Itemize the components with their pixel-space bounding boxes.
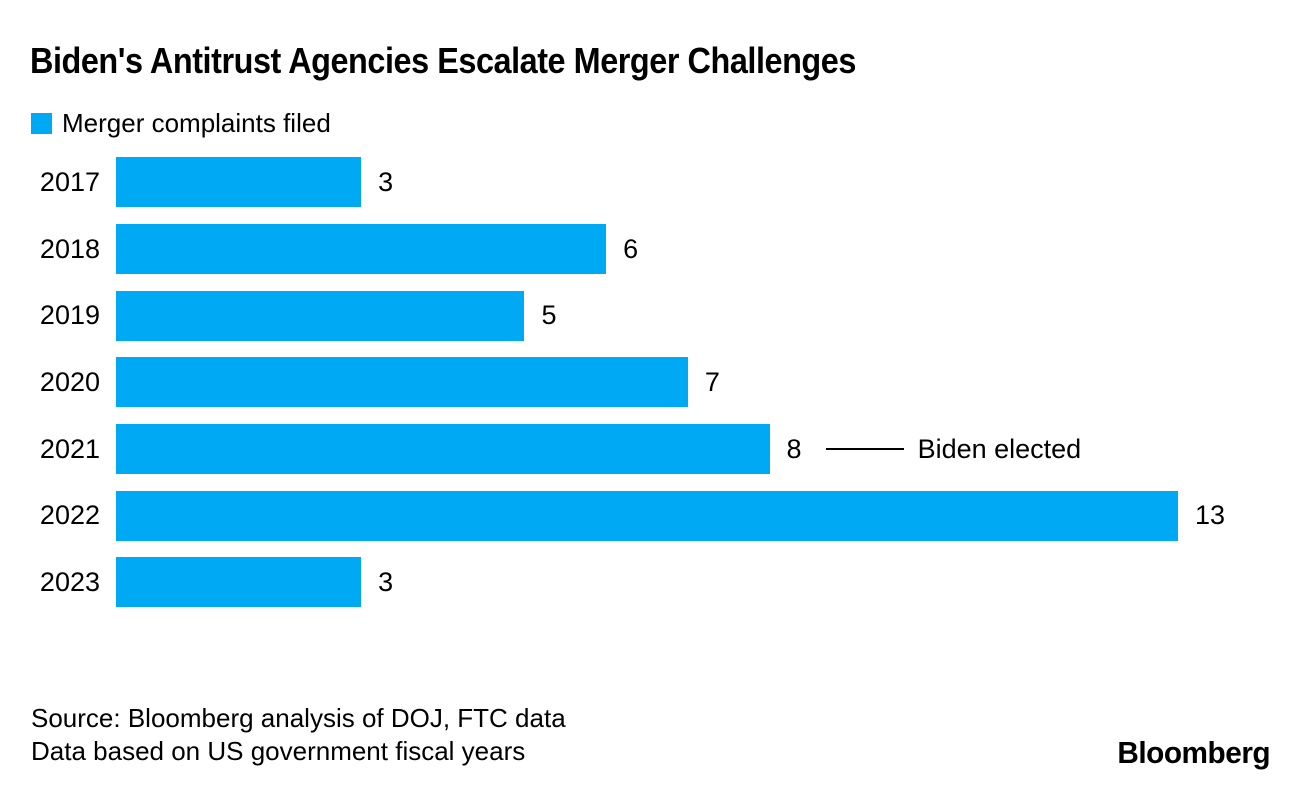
legend: Merger complaints filed (31, 108, 331, 139)
value-label: 6 (623, 233, 639, 264)
chart-row: 2021 8 Biden elected (0, 416, 1296, 483)
page-title: Biden's Antitrust Agencies Escalate Merg… (30, 40, 856, 81)
year-label: 2023 (39, 566, 100, 597)
value-label: 3 (378, 166, 394, 197)
year-label: 2021 (39, 433, 100, 464)
chart-row: 2018 6 (0, 216, 1296, 283)
source-line: Data based on US government fiscal years (31, 736, 526, 766)
value-label: 5 (541, 300, 557, 331)
year-label: 2022 (39, 500, 100, 531)
chart-row: 2020 7 (0, 349, 1296, 416)
bar-chart: 2017 3 2018 6 2019 5 2020 7 2021 8 Biden elected 20… (0, 149, 1296, 616)
year-label: 2017 (39, 166, 100, 197)
value-label: 3 (378, 566, 394, 597)
chart-row: 2022 13 (0, 482, 1296, 549)
value-label: 13 (1195, 500, 1226, 531)
bar (116, 557, 362, 608)
year-label: 2019 (39, 300, 100, 331)
value-label: 7 (704, 366, 720, 397)
bar (116, 424, 770, 475)
legend-label: Merger complaints filed (62, 108, 331, 138)
bar (116, 490, 1178, 541)
chart-row: 2023 3 (0, 549, 1296, 616)
source-line: Source: Bloomberg analysis of DOJ, FTC d… (31, 703, 566, 733)
value-label: 8 (786, 433, 802, 464)
annotation-line (825, 448, 904, 451)
source-note: Source: Bloomberg analysis of DOJ, FTC d… (31, 702, 566, 768)
chart-row: 2017 3 (0, 149, 1296, 216)
year-label: 2020 (39, 366, 100, 397)
bar (116, 157, 362, 208)
annotation-label: Biden elected (917, 433, 1082, 464)
bloomberg-logo: Bloomberg (1117, 735, 1270, 770)
chart-row: 2019 5 (0, 282, 1296, 349)
bar (116, 224, 607, 275)
bar (116, 357, 688, 408)
year-label: 2018 (39, 233, 100, 264)
bar (116, 290, 525, 341)
legend-swatch-icon (31, 113, 52, 134)
